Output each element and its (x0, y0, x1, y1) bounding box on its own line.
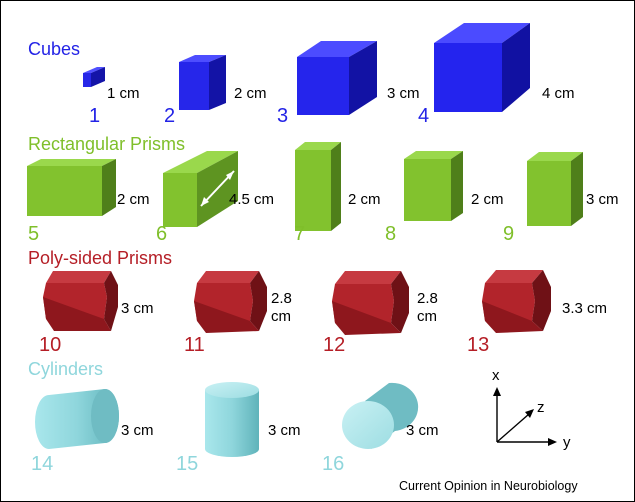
prism-6-size: 4.5 cm (229, 191, 275, 208)
prism-8-size: 2 cm (471, 191, 504, 208)
prism-5-size: 2 cm (117, 191, 150, 208)
section-title-cylinders: Cylinders (28, 359, 104, 379)
cylinder-15-number: 15 (176, 453, 199, 475)
cube-2-number: 2 (164, 105, 176, 127)
journal-credit: Current Opinion in Neurobiology (399, 479, 578, 493)
section-title-rect-prisms: Rectangular Prisms (28, 134, 186, 154)
poly-prism-11-size: 2.8 cm (271, 290, 292, 325)
cube-1-number: 1 (89, 105, 101, 127)
poly-prism-13-number: 13 (467, 334, 490, 356)
poly-prism-10-size: 3 cm (121, 300, 154, 317)
axes-diagram (493, 387, 557, 446)
axis-z-label: z (537, 399, 545, 416)
prism-5-number: 5 (28, 223, 40, 245)
cube-3-number: 3 (277, 105, 289, 127)
prism-8 (404, 151, 463, 221)
axis-x-label: x (492, 367, 500, 384)
poly-prism-11 (194, 271, 267, 333)
prism-7 (295, 142, 341, 231)
poly-prism-10 (43, 271, 118, 331)
poly-prism-10-number: 10 (39, 334, 62, 356)
cylinder-16-number: 16 (322, 453, 345, 475)
cube-3 (297, 41, 377, 115)
prism-6-number: 6 (156, 223, 168, 245)
cylinder-15 (205, 382, 259, 457)
poly-prism-12-size: 2.8 cm (417, 290, 438, 325)
cylinder-14 (35, 389, 119, 449)
cylinder-16 (342, 382, 419, 449)
prism-8-number: 8 (385, 223, 397, 245)
cylinder-15-size: 3 cm (268, 422, 301, 439)
cube-1-size: 1 cm (107, 85, 140, 102)
cube-2-size: 2 cm (234, 85, 267, 102)
prism-7-size: 2 cm (348, 191, 381, 208)
cube-4 (434, 23, 530, 112)
poly-prism-12-number: 12 (323, 334, 346, 356)
poly-prism-13-size: 3.3 cm (562, 300, 608, 317)
cylinder-16-size: 3 cm (406, 422, 439, 439)
section-title-poly-prisms: Poly-sided Prisms (28, 248, 173, 268)
cylinder-14-number: 14 (31, 453, 54, 475)
axis-y-label: y (563, 434, 571, 451)
poly-prism-11-number: 11 (184, 334, 205, 356)
poly-prism-12 (332, 271, 409, 335)
prism-6 (163, 151, 238, 227)
prism-9 (527, 152, 583, 226)
cube-4-size: 4 cm (542, 85, 575, 102)
cube-4-number: 4 (418, 105, 430, 127)
cube-3-size: 3 cm (387, 85, 420, 102)
prism-7-number: 7 (294, 223, 306, 245)
prism-9-size: 3 cm (586, 191, 619, 208)
poly-prism-13 (482, 270, 551, 333)
section-title-cubes: Cubes (28, 39, 81, 59)
prism-5 (27, 159, 116, 216)
cylinder-14-size: 3 cm (121, 422, 154, 439)
prism-9-number: 9 (503, 223, 515, 245)
cube-2 (179, 55, 226, 110)
cube-1 (83, 67, 105, 87)
